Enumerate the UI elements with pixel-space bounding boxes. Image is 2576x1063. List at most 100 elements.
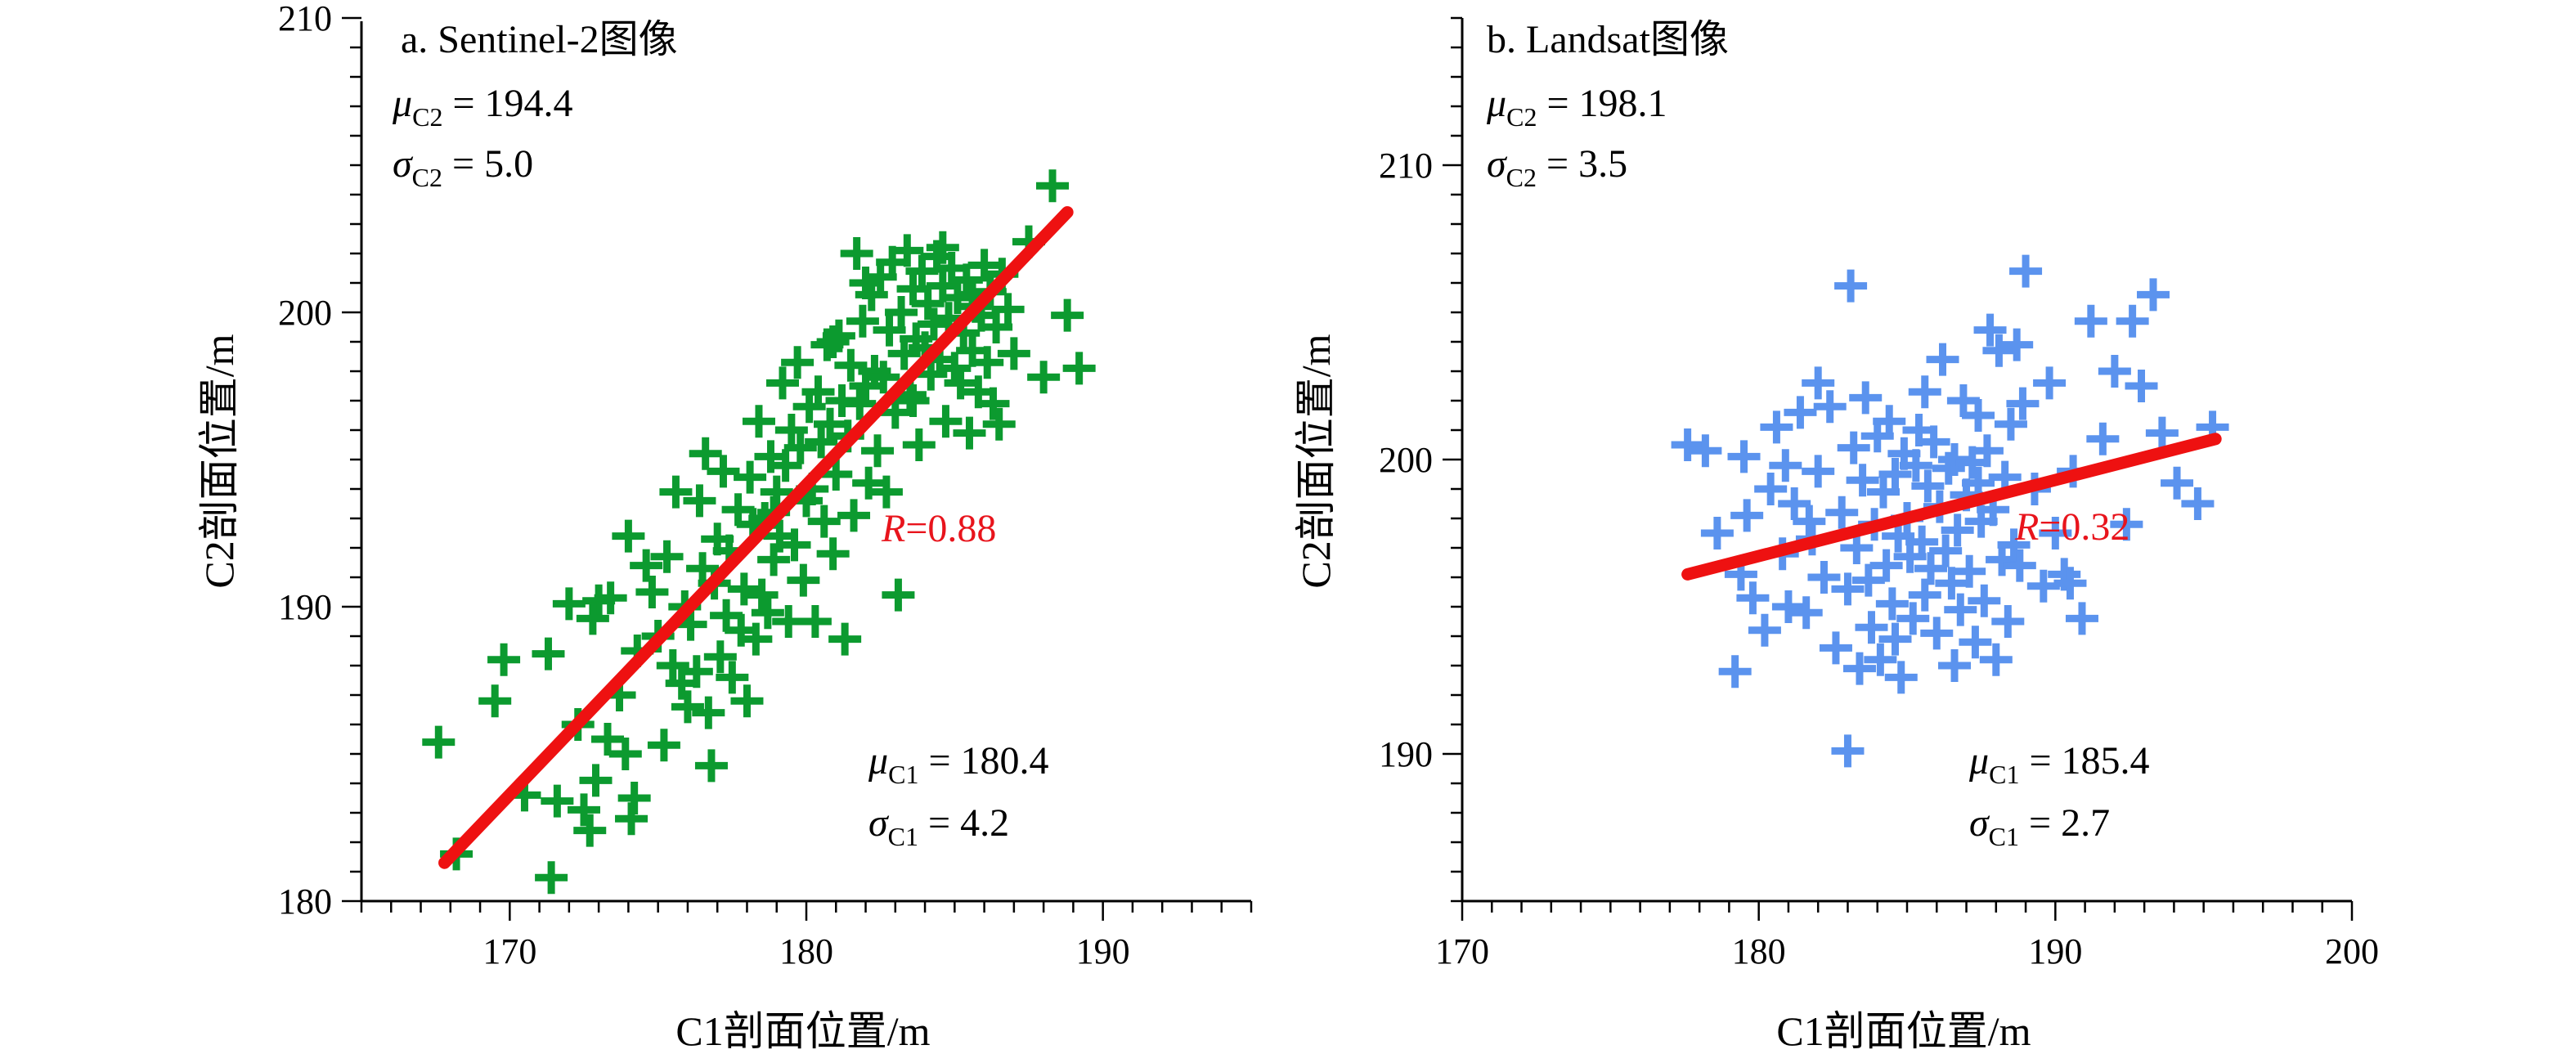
- stat-mu-c2-a: μC2 = 194.4: [392, 82, 573, 132]
- data-point-a: [579, 764, 613, 797]
- data-point-b: [1962, 399, 1995, 432]
- stat-r-a: R=0.88: [881, 507, 996, 550]
- data-point-a: [807, 505, 841, 538]
- data-point-a: [487, 643, 521, 676]
- data-point-a: [911, 287, 945, 321]
- data-point-b: [2125, 370, 2158, 402]
- data-point-a: [798, 605, 832, 638]
- data-point-b: [1864, 643, 1897, 676]
- x-tick-label-b: 180: [1732, 931, 1786, 971]
- data-point-b: [1842, 652, 1876, 685]
- data-point-b: [2098, 355, 2131, 388]
- data-point-b: [1802, 366, 1835, 400]
- data-point-a: [819, 458, 853, 491]
- data-point-a: [1036, 169, 1070, 203]
- data-point-b: [2006, 387, 2040, 420]
- panel-title-b: b. Landsat图像: [1487, 18, 1729, 61]
- data-point-a: [828, 622, 862, 656]
- data-point-a: [716, 661, 749, 694]
- data-point-a: [612, 519, 645, 553]
- data-point-b: [1994, 407, 2027, 441]
- x-tick-label-b: 170: [1435, 931, 1489, 971]
- regression-line-a: [438, 206, 1074, 869]
- x-axis-label-b: C1剖面位置/m: [1776, 1008, 2031, 1054]
- x-tick-label-b: 200: [2325, 931, 2379, 971]
- data-point-b: [1831, 734, 1865, 768]
- stat-mu-c2-b: μC2 = 198.1: [1486, 82, 1667, 132]
- data-point-a: [1027, 361, 1061, 394]
- data-point-b: [1908, 578, 1941, 612]
- stat-mu-c1-a: μC1 = 180.4: [868, 739, 1049, 789]
- data-point-a: [647, 729, 680, 762]
- data-point-a: [938, 352, 972, 385]
- data-point-a: [576, 602, 609, 635]
- data-point-a: [840, 237, 873, 270]
- data-point-a: [591, 723, 625, 756]
- data-point-a: [568, 793, 600, 827]
- data-point-a: [765, 366, 799, 400]
- data-point-b: [1813, 390, 1847, 424]
- data-point-b: [2000, 328, 2034, 361]
- data-point-b: [1878, 458, 1912, 491]
- data-point-b: [1926, 343, 1959, 376]
- data-point-b: [1917, 425, 1950, 459]
- data-point-b: [1875, 587, 1909, 621]
- data-point-a: [478, 684, 512, 718]
- data-point-a: [552, 587, 586, 621]
- data-point-a: [822, 319, 855, 352]
- data-point-a: [801, 375, 835, 409]
- data-point-a: [710, 599, 743, 632]
- data-point-a: [971, 346, 1004, 379]
- data-point-b: [1846, 464, 1879, 497]
- data-point-a: [885, 296, 918, 329]
- data-point-b: [1866, 475, 1900, 509]
- data-point-b: [1905, 525, 1939, 558]
- data-point-b: [1997, 528, 2031, 562]
- data-point-a: [769, 449, 802, 482]
- data-point-b: [1878, 622, 1912, 656]
- data-point-b: [2039, 517, 2072, 549]
- data-point-a: [707, 455, 740, 488]
- data-point-b: [1973, 313, 2007, 347]
- data-point-b: [1700, 517, 1734, 549]
- data-point-a: [905, 254, 939, 288]
- stat-sigma-c2-a: σC2 = 5.0: [393, 142, 533, 192]
- data-point-a: [837, 499, 871, 532]
- data-point-b: [1941, 514, 1974, 547]
- data-point-b: [1825, 496, 1859, 529]
- data-point-a: [739, 622, 773, 656]
- data-point-a: [541, 784, 574, 818]
- data-point-a: [727, 572, 761, 606]
- data-point-a: [774, 414, 808, 446]
- data-point-a: [991, 293, 1025, 326]
- data-point-b: [2145, 416, 2179, 450]
- data-point-a: [532, 637, 565, 671]
- data-point-b: [1784, 396, 1817, 429]
- ticks-layer-b: 170 180 190 200 190 200 210: [1379, 16, 2379, 971]
- data-point-a: [535, 861, 568, 895]
- data-point-a: [617, 782, 651, 814]
- data-point-a: [849, 267, 882, 299]
- data-point-b: [1851, 563, 1885, 597]
- data-point-b: [1819, 631, 1852, 665]
- data-point-a: [929, 405, 963, 438]
- data-point-b: [1929, 534, 1963, 567]
- data-point-a: [816, 537, 850, 571]
- y-tick-label-a: 200: [278, 293, 332, 333]
- data-point-a: [926, 231, 959, 264]
- x-tick-label-b: 190: [2028, 931, 2082, 971]
- data-point-a: [650, 540, 684, 573]
- data-point-b: [1718, 655, 1752, 688]
- data-point-a: [608, 738, 642, 770]
- data-point-a: [816, 325, 850, 358]
- data-point-b: [1837, 431, 1870, 464]
- ticks-layer-a: 170 180 190 180 190 200 210: [278, 0, 1253, 971]
- data-point-a: [805, 425, 838, 459]
- data-point-b: [1873, 405, 1906, 438]
- data-point-a: [967, 249, 1001, 282]
- y-tick-label-a: 180: [278, 881, 332, 922]
- data-point-b: [1959, 626, 1992, 659]
- data-point-b: [1911, 469, 1945, 503]
- data-point-b: [1982, 334, 2016, 367]
